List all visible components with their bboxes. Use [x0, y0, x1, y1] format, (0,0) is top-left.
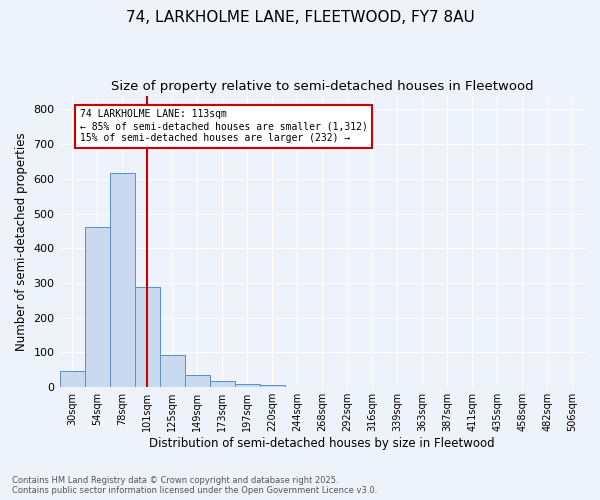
Text: Contains HM Land Registry data © Crown copyright and database right 2025.
Contai: Contains HM Land Registry data © Crown c…	[12, 476, 377, 495]
Bar	[185, 374, 209, 387]
Title: Size of property relative to semi-detached houses in Fleetwood: Size of property relative to semi-detach…	[111, 80, 533, 93]
Bar	[235, 384, 260, 387]
Bar	[209, 381, 235, 387]
Text: 74 LARKHOLME LANE: 113sqm
← 85% of semi-detached houses are smaller (1,312)
15% : 74 LARKHOLME LANE: 113sqm ← 85% of semi-…	[80, 110, 367, 142]
Text: 74, LARKHOLME LANE, FLEETWOOD, FY7 8AU: 74, LARKHOLME LANE, FLEETWOOD, FY7 8AU	[125, 10, 475, 25]
Bar	[260, 386, 285, 387]
Bar	[59, 371, 85, 387]
Y-axis label: Number of semi-detached properties: Number of semi-detached properties	[15, 132, 28, 350]
X-axis label: Distribution of semi-detached houses by size in Fleetwood: Distribution of semi-detached houses by …	[149, 437, 495, 450]
Bar	[110, 174, 134, 387]
Bar	[85, 228, 110, 387]
Bar	[160, 354, 185, 387]
Bar	[134, 286, 160, 387]
